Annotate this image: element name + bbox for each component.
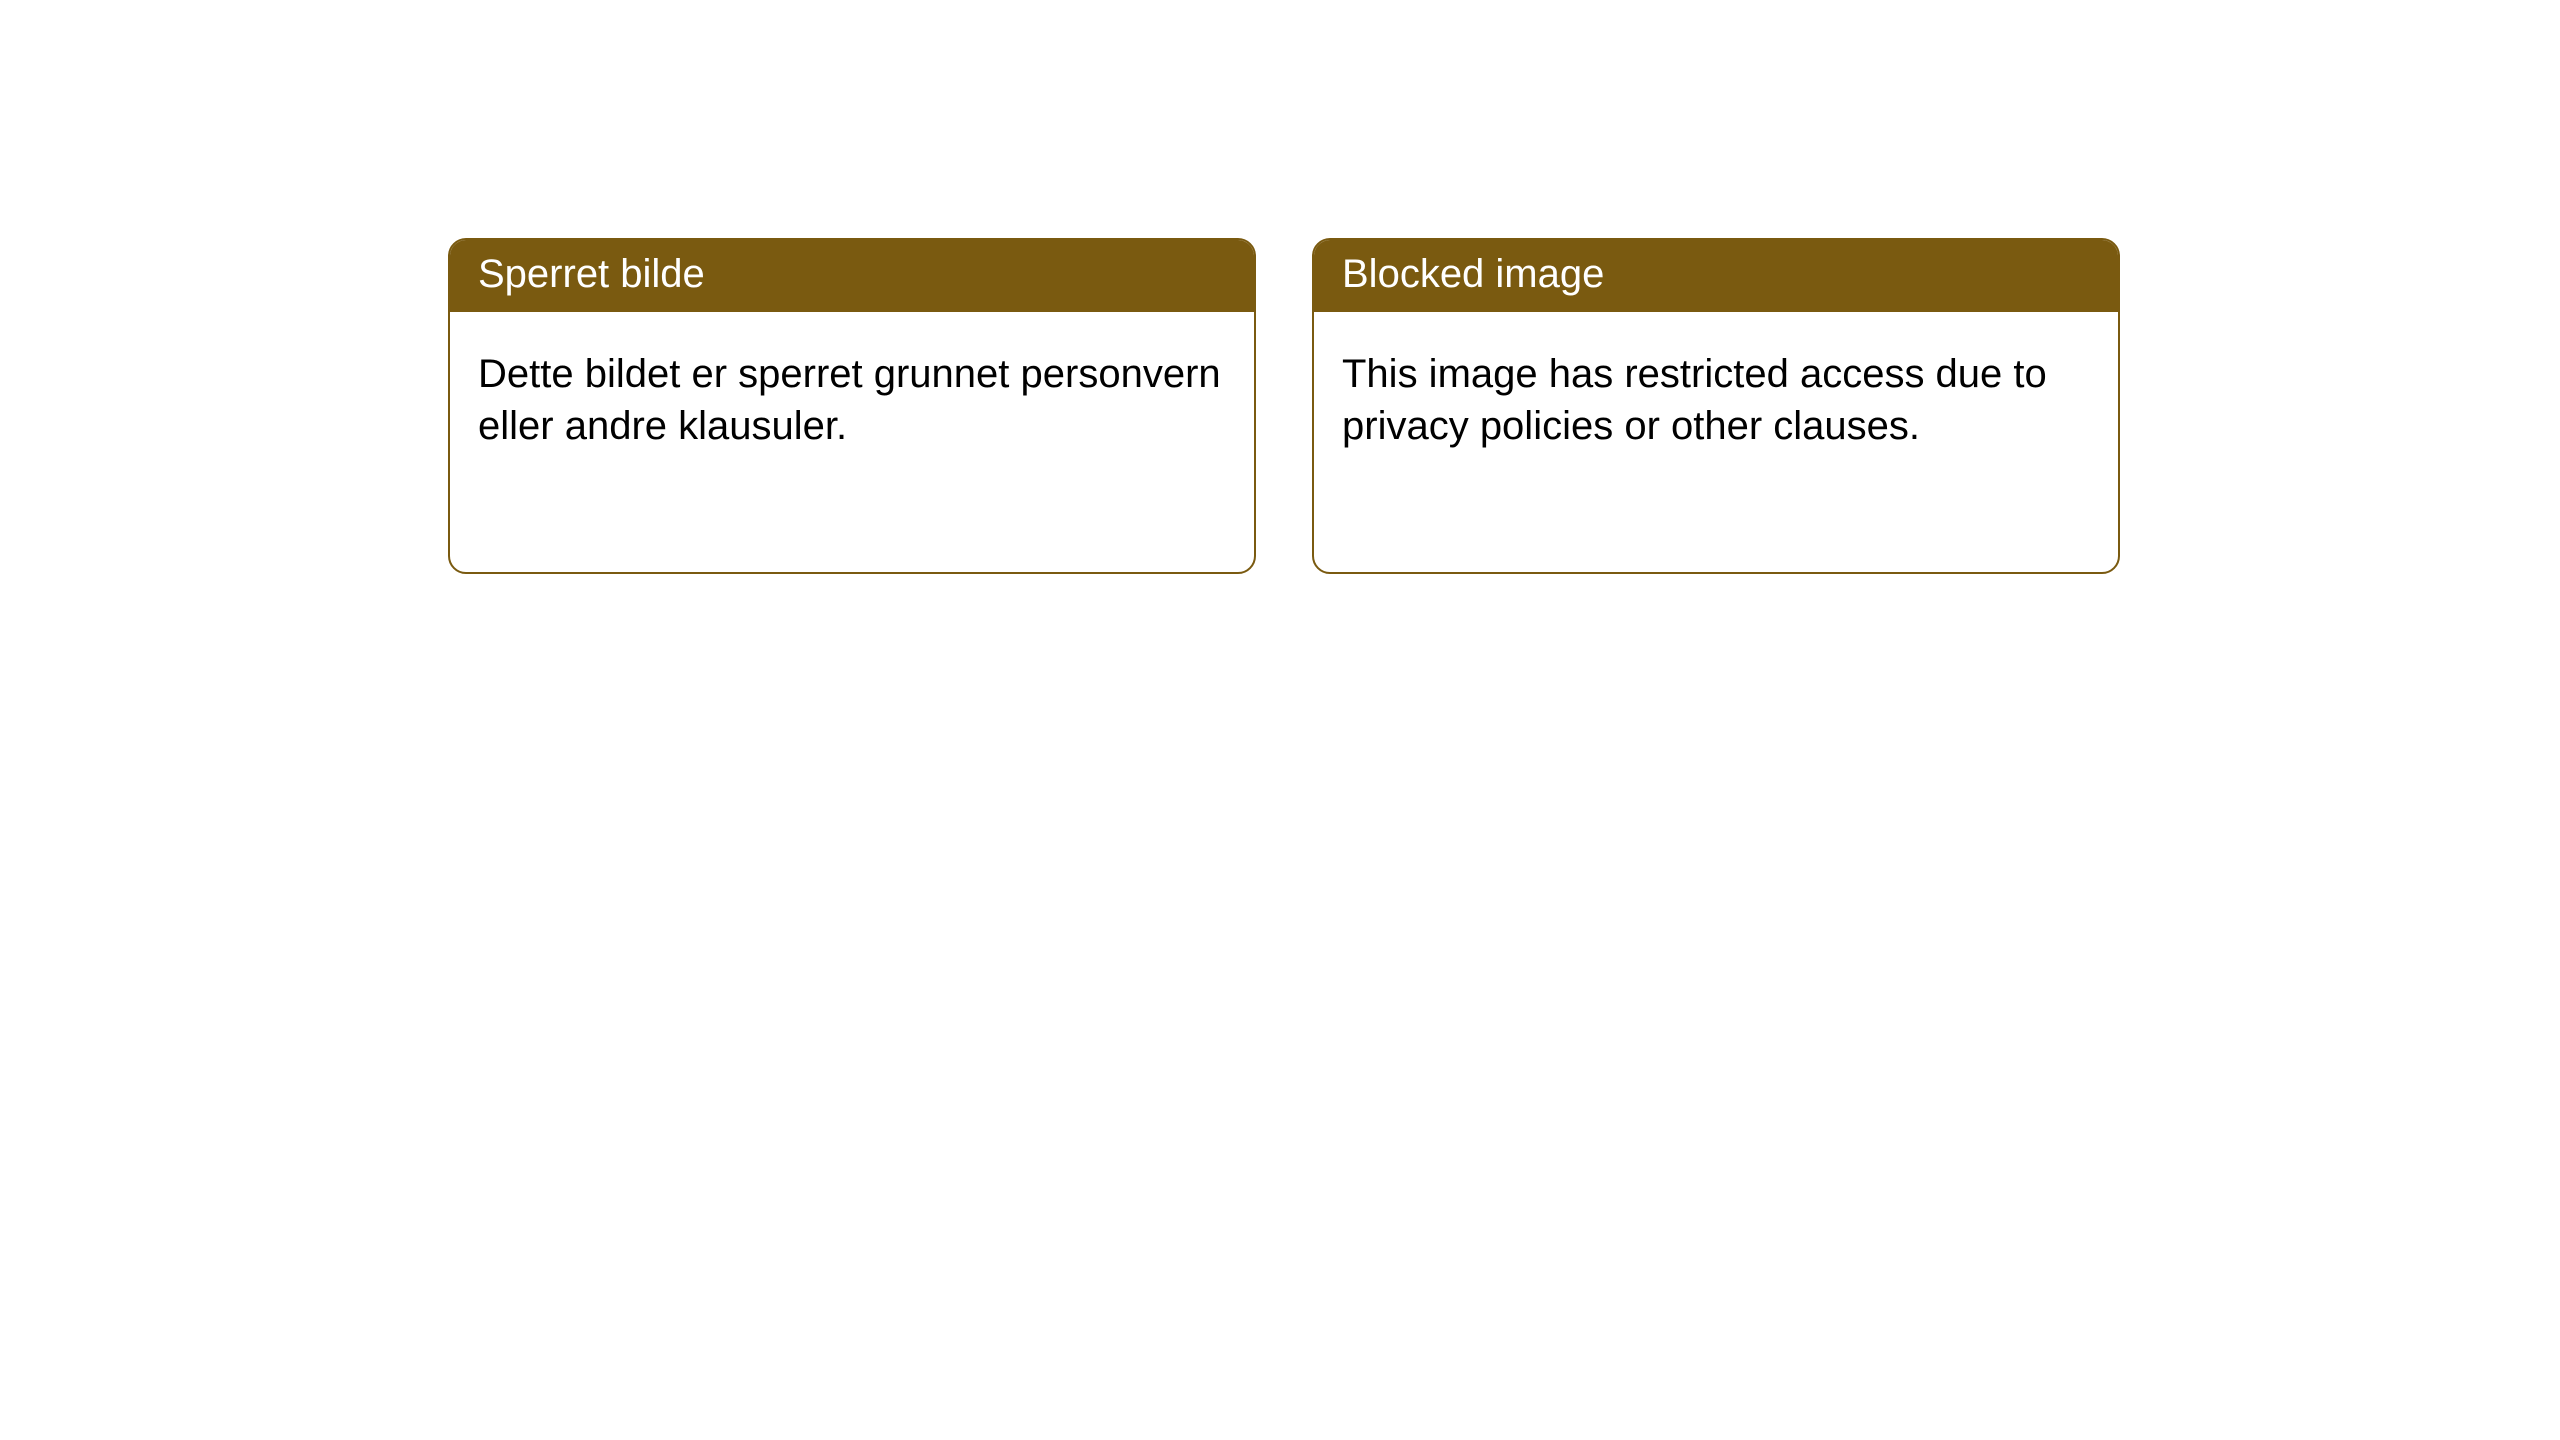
notice-card-norwegian: Sperret bilde Dette bildet er sperret gr… — [448, 238, 1256, 574]
notice-body: Dette bildet er sperret grunnet personve… — [450, 312, 1254, 488]
notice-title: Blocked image — [1314, 240, 2118, 312]
notice-card-english: Blocked image This image has restricted … — [1312, 238, 2120, 574]
notice-container: Sperret bilde Dette bildet er sperret gr… — [0, 0, 2560, 574]
notice-body: This image has restricted access due to … — [1314, 312, 2118, 488]
notice-title: Sperret bilde — [450, 240, 1254, 312]
